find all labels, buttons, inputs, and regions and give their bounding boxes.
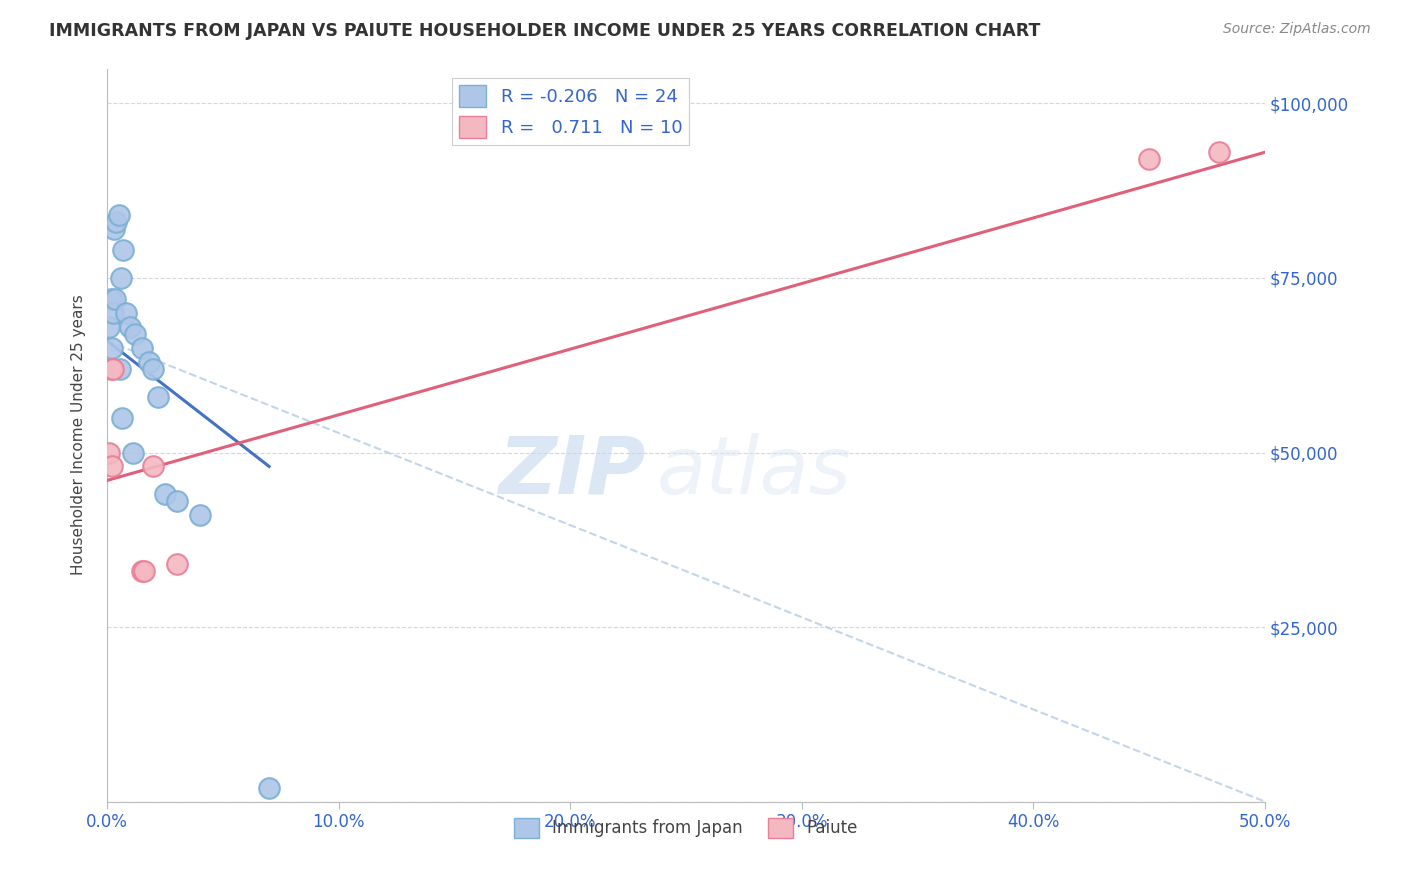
Point [146,390,169,404]
Y-axis label: Householder Income Under 25 years: Householder Income Under 25 years [72,294,86,575]
Point [153,487,176,501]
Point [108,361,131,376]
Point [142,361,165,376]
Point [114,306,136,320]
Point [124,326,146,341]
Point [104,292,127,306]
Text: IMMIGRANTS FROM JAPAN VS PAIUTE HOUSEHOLDER INCOME UNDER 25 YEARS CORRELATION CH: IMMIGRANTS FROM JAPAN VS PAIUTE HOUSEHOL… [49,22,1040,40]
Point [142,459,165,474]
Point [100,292,122,306]
Point [101,306,124,320]
Point [98,319,121,334]
Legend: Immigrants from Japan, Paiute: Immigrants from Japan, Paiute [508,811,865,845]
Point [111,410,134,425]
Point [131,341,153,355]
Point [98,445,121,459]
Point [166,494,188,508]
Point [107,208,129,222]
Point [105,215,128,229]
Point [1137,153,1160,167]
Point [100,459,122,474]
Point [100,361,122,376]
Text: atlas: atlas [657,433,852,511]
Point [1208,145,1230,160]
Point [101,361,124,376]
Text: Source: ZipAtlas.com: Source: ZipAtlas.com [1223,22,1371,37]
Point [188,508,211,523]
Point [121,445,143,459]
Point [110,271,132,285]
Point [138,355,160,369]
Point [134,564,156,578]
Text: ZIP: ZIP [498,433,645,511]
Point [112,243,135,257]
Point [166,558,188,572]
Point [131,564,153,578]
Point [100,341,122,355]
Point [257,780,280,795]
Point [120,319,142,334]
Point [103,222,125,236]
